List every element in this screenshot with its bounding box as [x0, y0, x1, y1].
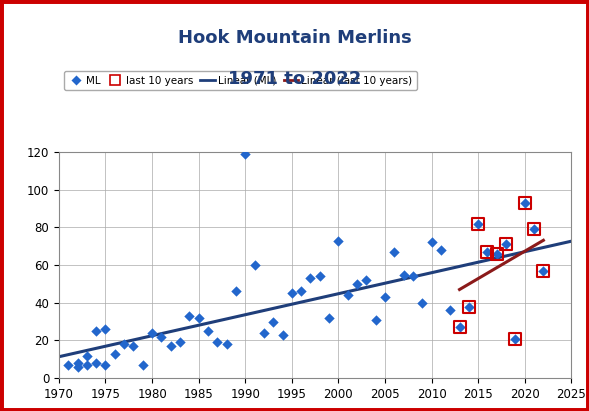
Point [371, 316, 380, 323]
Point [82, 352, 91, 359]
Point [250, 262, 259, 268]
Point [231, 288, 241, 295]
Point [483, 249, 492, 255]
Point [157, 333, 166, 340]
Point [110, 350, 120, 357]
Point [539, 268, 548, 274]
Point [380, 294, 390, 300]
Point [194, 314, 203, 321]
Point [259, 330, 269, 336]
Point [520, 200, 530, 206]
Point [82, 362, 91, 368]
Point [73, 364, 82, 370]
Point [287, 290, 296, 297]
Point [91, 328, 101, 334]
Point [389, 249, 399, 255]
Point [334, 237, 343, 244]
Point [352, 281, 362, 287]
Point [203, 328, 213, 334]
Point [436, 247, 446, 253]
Point [501, 241, 511, 248]
Text: 1971 to 2022: 1971 to 2022 [228, 70, 361, 88]
Point [492, 250, 501, 257]
Point [269, 318, 278, 325]
Point [147, 330, 157, 336]
Point [362, 277, 371, 284]
Point [539, 268, 548, 274]
Point [520, 200, 530, 206]
Point [530, 226, 539, 233]
Point [492, 250, 501, 257]
Point [474, 220, 483, 227]
Point [222, 341, 231, 348]
Point [445, 307, 455, 314]
Point [427, 239, 436, 246]
Point [399, 271, 408, 278]
Point [418, 300, 427, 306]
Point [306, 275, 315, 282]
Point [129, 343, 138, 349]
Point [278, 332, 287, 338]
Point [101, 362, 110, 368]
Point [455, 324, 464, 330]
Point [501, 241, 511, 248]
Text: Hook Mountain Merlins: Hook Mountain Merlins [178, 29, 411, 47]
Point [315, 273, 325, 279]
Point [464, 303, 474, 310]
Point [343, 292, 352, 298]
Point [213, 339, 222, 346]
Point [511, 335, 520, 342]
Point [184, 313, 194, 319]
Point [166, 343, 176, 349]
Point [483, 249, 492, 255]
Point [176, 339, 185, 346]
Point [120, 341, 129, 348]
Point [64, 362, 73, 368]
Point [464, 303, 474, 310]
Point [101, 326, 110, 332]
Point [511, 335, 520, 342]
Legend: ML, last 10 years, Linear (ML), Linear (last 10 years): ML, last 10 years, Linear (ML), Linear (… [64, 72, 416, 90]
Point [530, 226, 539, 233]
Point [325, 314, 334, 321]
Point [474, 220, 483, 227]
Point [408, 273, 418, 279]
Point [73, 360, 82, 366]
Point [138, 362, 147, 368]
Point [91, 360, 101, 366]
Point [240, 151, 250, 157]
Point [296, 288, 306, 295]
Point [455, 324, 464, 330]
